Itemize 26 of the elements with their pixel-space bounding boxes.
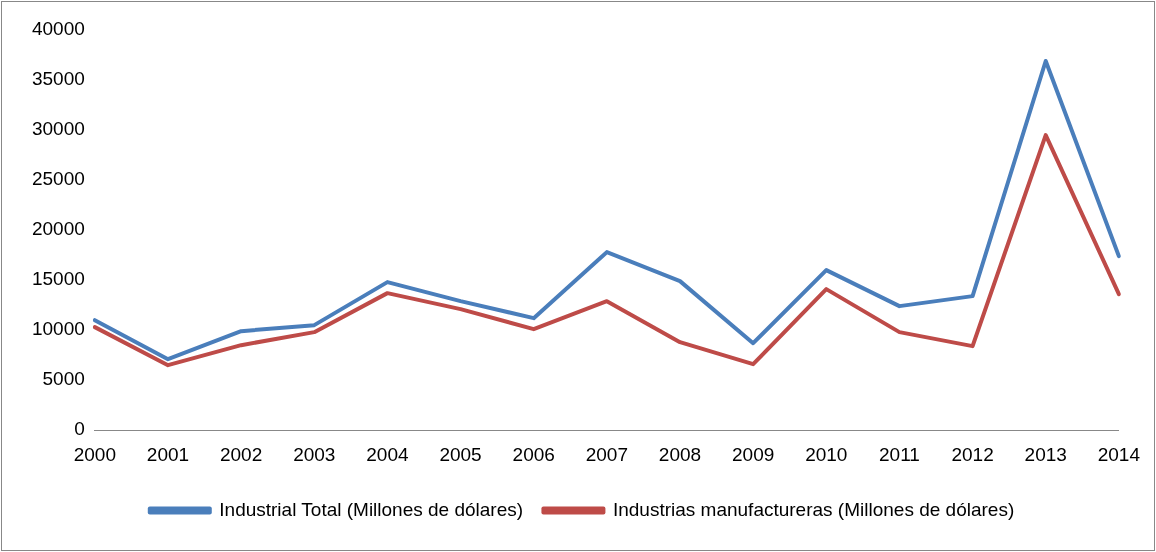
x-tick-label: 2009 xyxy=(732,443,775,465)
x-tick-label: 2013 xyxy=(1024,443,1067,465)
legend-label: Industrial Total (Millones de dólares) xyxy=(219,498,524,520)
x-tick-label: 2008 xyxy=(658,443,702,465)
x-tick-label: 2010 xyxy=(805,443,848,465)
x-tick-label: 2000 xyxy=(73,443,116,465)
x-tick-label: 2002 xyxy=(219,443,263,465)
x-tick-label: 2006 xyxy=(512,443,555,465)
y-tick-label: 40000 xyxy=(31,18,85,40)
x-tick-label: 2011 xyxy=(879,443,920,465)
y-tick-label: 0 xyxy=(74,418,85,440)
x-tick-label: 2001 xyxy=(146,443,190,465)
y-tick-label: 20000 xyxy=(31,218,85,240)
y-tick-label: 30000 xyxy=(31,118,85,140)
x-tick-label: 2007 xyxy=(585,443,628,465)
legend-label: Industrias manufactureras (Millones de dólares) xyxy=(612,498,1015,520)
y-tick-label: 5000 xyxy=(42,368,85,390)
x-tick-label: 2005 xyxy=(439,443,482,465)
y-tick-label: 15000 xyxy=(31,268,85,290)
x-tick-label: 2012 xyxy=(951,443,994,465)
x-tick-label: 2014 xyxy=(1097,443,1141,465)
x-tick-label: 2004 xyxy=(366,443,409,465)
y-tick-label: 35000 xyxy=(31,68,85,90)
y-tick-label: 10000 xyxy=(31,318,85,340)
x-tick-label: 2003 xyxy=(293,443,336,465)
y-tick-label: 25000 xyxy=(31,168,85,190)
